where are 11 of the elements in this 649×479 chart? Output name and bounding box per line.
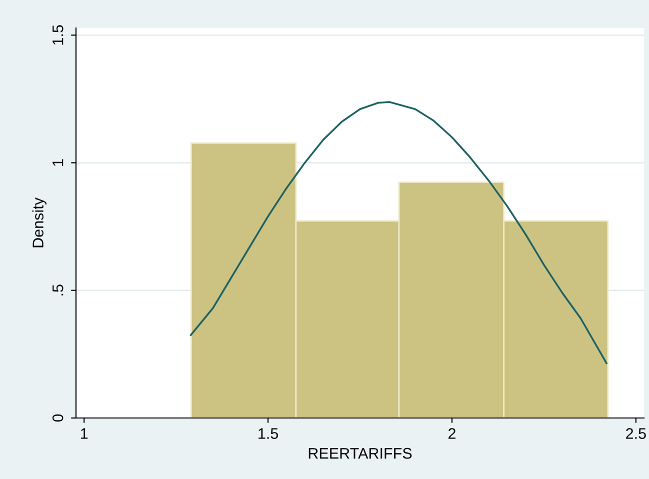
x-tick-label: 2 <box>448 428 456 439</box>
y-tick-label: .5 <box>52 284 64 296</box>
line-series <box>190 101 608 364</box>
y-tick-label: 1.5 <box>52 25 64 45</box>
y-axis-title: Density <box>32 198 46 248</box>
y-tick-label: 0 <box>52 414 64 422</box>
x-tick-label: 2.5 <box>626 428 646 439</box>
x-tick-label: 1.5 <box>258 428 278 439</box>
y-tick-label: 1 <box>52 159 64 166</box>
x-tick-label: 1 <box>81 428 88 439</box>
x-axis-title: REERTARIFFS <box>308 448 412 459</box>
